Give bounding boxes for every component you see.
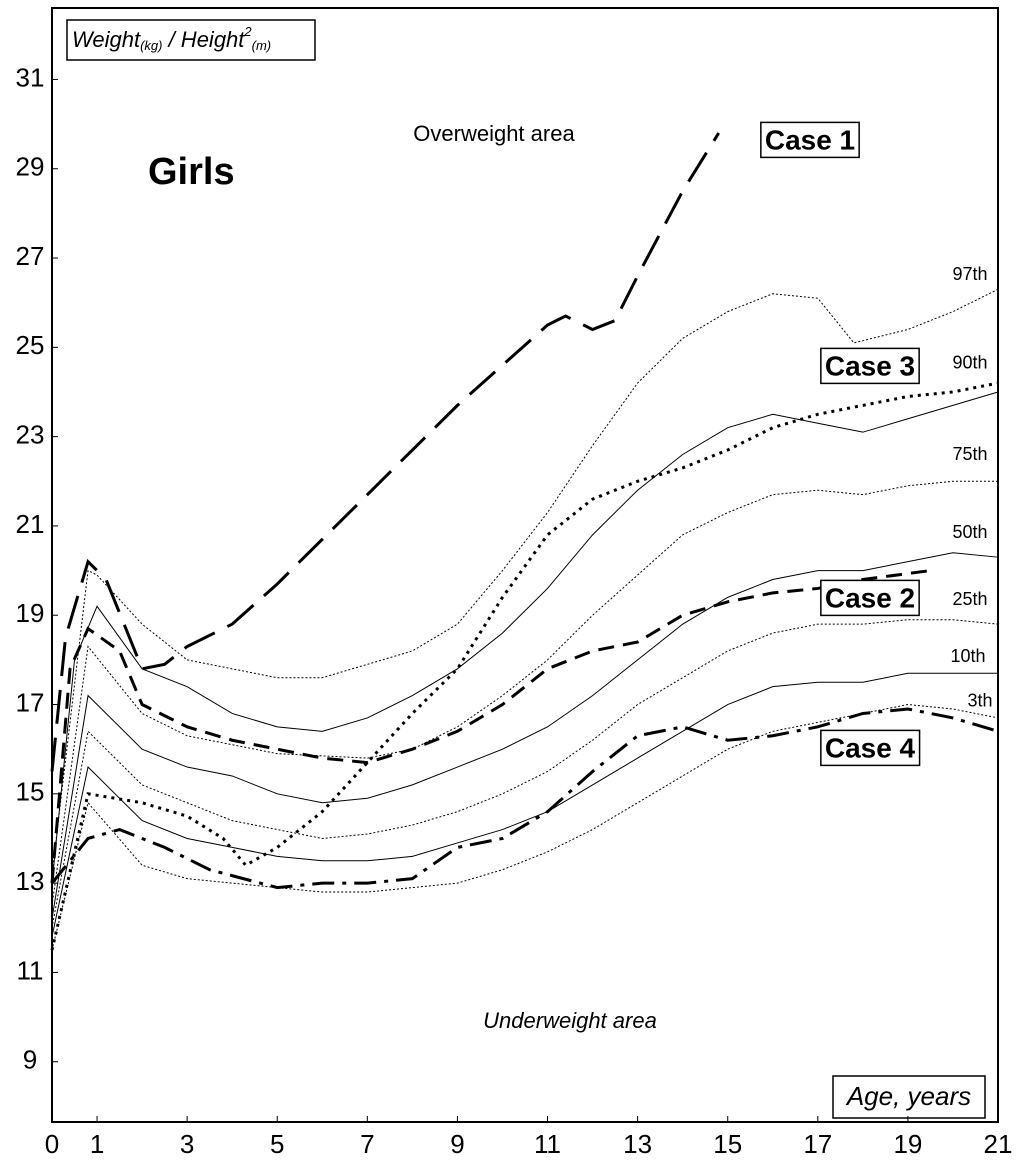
x-tick-label: 13 xyxy=(623,1129,652,1159)
y-tick-label: 11 xyxy=(17,955,44,985)
x-tick-label: 0 xyxy=(45,1129,59,1159)
series-line xyxy=(51,619,999,928)
y-title-part: Weight xyxy=(72,27,141,52)
series-line xyxy=(51,480,998,906)
y-title-part: 2 xyxy=(243,24,252,39)
x-tick-label: 11 xyxy=(534,1129,561,1159)
series-label-box xyxy=(760,121,860,159)
series-label-box xyxy=(820,347,920,385)
x-tick-label: 15 xyxy=(713,1129,742,1159)
x-tick-label: 5 xyxy=(270,1129,284,1159)
y-tick-label: 13 xyxy=(16,866,45,896)
series-line xyxy=(50,132,720,772)
series-line xyxy=(50,707,999,890)
y-tick-label: 29 xyxy=(16,152,45,182)
y-tick-label: 23 xyxy=(16,420,45,450)
annotation: Underweight area xyxy=(483,1008,657,1033)
x-tick-label: 17 xyxy=(803,1129,832,1159)
annotation: Overweight area xyxy=(413,121,575,146)
series-line xyxy=(51,391,999,884)
series-label-box xyxy=(820,579,920,617)
x-axis-title: Age, years xyxy=(845,1081,971,1111)
y-tick-label: 25 xyxy=(16,330,45,360)
y-tick-label: 31 xyxy=(16,62,45,92)
series-label: 97th xyxy=(952,264,987,284)
series-line xyxy=(51,704,999,951)
y-title-part: / Height xyxy=(162,27,245,52)
x-tick-label: 21 xyxy=(984,1129,1013,1159)
series-line xyxy=(50,381,999,951)
y-tick-label: 27 xyxy=(16,241,45,271)
series-label: 10th xyxy=(950,646,985,666)
series-label: Case 4 xyxy=(825,732,916,763)
series-line xyxy=(50,569,931,884)
chart-title: Girls xyxy=(148,151,235,193)
x-label-box xyxy=(832,1075,986,1119)
x-tick-label: 19 xyxy=(893,1129,922,1159)
x-tick-label: 1 xyxy=(90,1129,104,1159)
y-label-box xyxy=(66,19,316,61)
y-tick-label: 21 xyxy=(16,509,45,539)
series-label: Case 3 xyxy=(825,350,915,381)
series-label: 75th xyxy=(952,444,987,464)
series-line xyxy=(51,672,998,937)
y-tick-label: 9 xyxy=(23,1045,37,1075)
y-tick-label: 19 xyxy=(16,598,45,628)
series-label: 25th xyxy=(952,589,987,609)
x-tick-label: 9 xyxy=(450,1129,464,1159)
series-line xyxy=(51,288,999,875)
series-label: Case 2 xyxy=(825,582,915,613)
series-label: 3th xyxy=(967,691,992,711)
y-axis-title: Weight(kg) / Height2(m) xyxy=(72,24,271,53)
y-tick-label: 17 xyxy=(16,687,45,717)
y-title-part: (m) xyxy=(252,38,272,53)
y-tick-label: 15 xyxy=(16,777,45,807)
series-line xyxy=(51,552,999,919)
y-title-part: (kg) xyxy=(140,38,162,53)
series-label: 90th xyxy=(952,353,987,373)
series-label-box xyxy=(820,729,921,767)
plot-frame xyxy=(51,7,999,1123)
series-label: 50th xyxy=(952,522,987,542)
series-label: Case 1 xyxy=(765,124,855,155)
x-tick-label: 7 xyxy=(360,1129,374,1159)
x-tick-label: 3 xyxy=(180,1129,194,1159)
